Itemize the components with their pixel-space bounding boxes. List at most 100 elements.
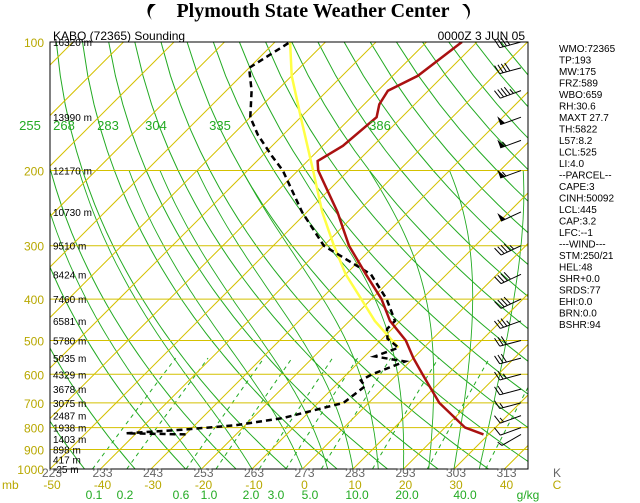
wind-barb-shaft — [499, 402, 522, 410]
pressure-tick-label: 1000 — [17, 463, 44, 477]
temperature-tick-label: 30 — [449, 478, 463, 492]
wind-barb-tick — [494, 90, 501, 99]
isotherm-line — [201, 141, 528, 469]
dry-adiabat-line — [82, 42, 338, 469]
mixing-ratio-line — [485, 386, 528, 469]
time-label: 0000Z 3 JUN 05 — [438, 29, 526, 43]
wind-barb-flag — [497, 116, 506, 125]
wind-barb-shaft — [500, 90, 522, 99]
dry-adiabat-line — [343, 42, 528, 266]
mixing-ratio-line — [285, 357, 359, 469]
wind-barb-tick — [497, 274, 505, 283]
index-item: LI:4.0 — [559, 159, 584, 170]
wind-barb — [494, 243, 522, 256]
wind-barb-tick — [494, 400, 501, 409]
wind-barb-tick — [497, 354, 504, 364]
index-item: MAXT 27.7 — [559, 113, 609, 124]
kelvin-tick-label: 223 — [42, 466, 62, 480]
height-label: 5780 m — [53, 336, 86, 347]
wind-barb-tick — [494, 301, 502, 309]
temperature-tick-label: 0 — [301, 478, 308, 492]
wind-barb-tick — [497, 299, 505, 308]
pressure-tick-label: 700 — [24, 397, 44, 411]
height-label: 2487 m — [53, 412, 86, 423]
wind-barb-tick — [503, 296, 511, 305]
wind-barb — [494, 353, 522, 365]
wind-barb-tick — [503, 86, 511, 95]
wind-barb-tick — [497, 89, 505, 98]
temperature-tick-label: -10 — [245, 478, 263, 492]
wind-barb-flag — [497, 139, 506, 148]
height-label: 1403 m — [53, 435, 86, 446]
wind-barb-flag — [497, 213, 506, 222]
left-swoosh-icon — [147, 4, 156, 20]
wind-barb-tick — [500, 88, 508, 97]
index-item: SRDS:77 — [559, 286, 601, 297]
dry-adiabat-line — [369, 42, 528, 234]
mixing-ratio-label: 0.6 — [173, 488, 190, 502]
temperature-tick-label: -20 — [195, 478, 213, 492]
mixing-ratio-label: 1.0 — [201, 488, 218, 502]
theta-label: 255 — [19, 118, 41, 133]
wind-barb-tick — [494, 415, 501, 424]
wind-barb-shaft — [499, 41, 522, 49]
parcel-path-line — [288, 42, 400, 349]
index-item: MW:175 — [559, 67, 596, 78]
wind-barb-tick — [500, 37, 507, 47]
temperature-tick-label: C — [553, 478, 562, 492]
wind-barb-shaft — [499, 357, 522, 365]
kelvin-tick-label: 243 — [143, 466, 163, 480]
dry-adiabat-line — [50, 420, 85, 469]
title-banner: Plymouth State Weather Center — [147, 0, 470, 22]
wind-barb — [494, 415, 522, 424]
wind-barb-half-tick — [499, 417, 504, 423]
mixing-ratio-label: 2.0 — [243, 488, 260, 502]
mixing-ratio-label: 0.1 — [86, 488, 103, 502]
isotherm-line — [50, 42, 326, 319]
wind-barb-tick — [500, 63, 507, 73]
isotherm-line — [302, 242, 528, 469]
wind-barb — [494, 318, 522, 329]
kelvin-tick-label: 263 — [244, 466, 264, 480]
wind-barb — [494, 37, 522, 49]
index-item: CAPE:3 — [559, 182, 595, 193]
wind-barbs — [494, 37, 522, 446]
mixing-ratio-line — [126, 357, 209, 469]
index-item: ---WIND--- — [559, 240, 606, 251]
plot-frame — [49, 41, 529, 470]
theta-label: 304 — [145, 118, 167, 133]
pressure-tick-label: 900 — [24, 443, 44, 457]
wind-barb-tick — [497, 246, 505, 254]
mixing-ratio-label: 0.2 — [117, 488, 134, 502]
wind-barb-tick — [500, 318, 508, 327]
height-label: 10730 m — [53, 208, 92, 219]
right-swoosh-icon — [462, 4, 470, 20]
wind-barb-half-tick — [499, 403, 504, 408]
dry-adiabat-line — [134, 42, 439, 469]
wind-barb — [494, 336, 522, 347]
height-label: 6581 m — [53, 317, 86, 328]
dry-adiabat-line — [160, 42, 489, 469]
pressure-tick-label: 200 — [24, 165, 44, 179]
wind-barb-half-tick — [509, 245, 515, 250]
wind-barb-tick — [497, 370, 504, 380]
mixing-ratio-lines — [92, 357, 528, 469]
kelvin-tick-label: 293 — [395, 466, 415, 480]
index-item: FRZ:589 — [559, 79, 598, 90]
index-item: L57:8.2 — [559, 136, 593, 147]
wind-barb — [497, 211, 522, 222]
height-label: 9510 m — [53, 242, 86, 253]
wind-barb-shaft — [500, 320, 522, 329]
wind-barb-tick — [497, 64, 504, 73]
wind-barb-flag — [497, 169, 506, 179]
wind-barb-shaft — [499, 388, 522, 396]
pressure-tick-label: 600 — [24, 368, 44, 382]
indices-panel: WMO:72365TP:193MW:175FRZ:589WBO:659RH:30… — [559, 44, 616, 331]
height-label: 12170 m — [53, 167, 92, 178]
wind-barb-tick — [494, 39, 501, 48]
temperature-tick-label: -30 — [144, 478, 162, 492]
banner-title: Plymouth State Weather Center — [176, 0, 449, 22]
wind-barb — [494, 271, 522, 285]
